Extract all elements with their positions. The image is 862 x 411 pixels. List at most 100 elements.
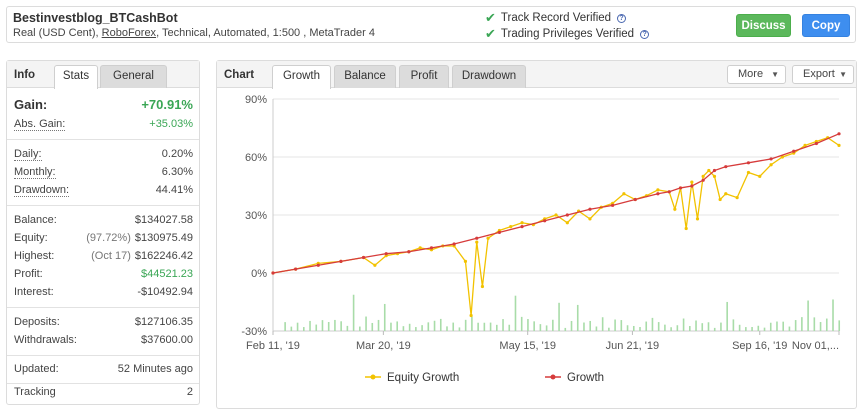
growth-point xyxy=(611,203,615,207)
volume-bar xyxy=(801,317,803,331)
export-dropdown[interactable]: Export ▼ xyxy=(792,65,854,84)
volume-bar xyxy=(782,321,784,331)
chart-title: Chart xyxy=(224,69,255,81)
y-tick-label: 90% xyxy=(245,94,267,106)
drawdown-value: 44.41% xyxy=(155,184,193,196)
equity-growth-point xyxy=(480,284,485,289)
check-icon: ✔ xyxy=(485,10,496,25)
growth-point xyxy=(361,255,366,260)
growth-chart: 90% 60% 30% 0% -30% Feb 11, '19 Mar 20, '19 May… xyxy=(241,94,841,384)
equity-growth-point xyxy=(780,155,785,159)
tab-profit[interactable]: Profit xyxy=(399,65,449,88)
updated-label: Updated: xyxy=(14,363,59,375)
volume-bar xyxy=(558,302,560,331)
tab-drawdown[interactable]: Drawdown xyxy=(452,65,526,88)
info-tab-bar: Info Stats General xyxy=(7,61,199,89)
tab-stats[interactable]: Stats xyxy=(54,65,98,89)
equity-growth-point xyxy=(520,221,524,225)
growth-point xyxy=(429,246,434,250)
tab-growth[interactable]: Growth xyxy=(272,65,331,89)
balance-value: $134027.58 xyxy=(134,214,193,226)
volume-bar xyxy=(583,322,585,331)
equity-row: Equity: (97.72%) $130975.49 xyxy=(14,232,193,248)
volume-bar xyxy=(415,327,417,331)
equity-value-group: (97.72%) $130975.49 xyxy=(86,232,193,244)
volume-bar xyxy=(496,324,498,331)
volume-bar xyxy=(464,319,467,331)
growth-point xyxy=(690,184,694,188)
volume-bar xyxy=(502,319,504,331)
equity-growth-point xyxy=(690,180,694,184)
daily-row: Daily: 0.20% xyxy=(14,148,193,164)
equity-growth-point xyxy=(565,221,569,225)
volume-bar xyxy=(477,322,479,331)
volume-bar xyxy=(794,320,797,331)
volume-bar xyxy=(520,316,523,331)
volume-bar xyxy=(309,320,311,331)
account-title: Bestinvestblog_BTCashBot xyxy=(13,11,178,25)
divider xyxy=(7,307,199,308)
tab-balance[interactable]: Balance xyxy=(334,65,396,88)
growth-point xyxy=(475,236,479,240)
drawdown-row: Drawdown: 44.41% xyxy=(14,184,193,200)
gain-value: +70.91% xyxy=(141,97,193,112)
volume-bar xyxy=(664,324,666,331)
growth-point xyxy=(588,207,592,211)
drawdown-label[interactable]: Drawdown: xyxy=(14,184,70,197)
x-tick-label: Sep 16, '19 xyxy=(732,340,787,352)
volume-bar xyxy=(676,325,679,331)
copy-button[interactable]: Copy xyxy=(802,14,850,37)
volume-bar xyxy=(514,295,517,331)
growth-point xyxy=(497,230,501,234)
volume-bar xyxy=(334,319,336,331)
equity-growth-point xyxy=(656,188,660,192)
interest-value: -$10492.94 xyxy=(137,286,193,298)
chart-tab-bar: Chart Growth Balance Profit Drawdown Mor… xyxy=(217,61,856,89)
volume-bar xyxy=(352,294,355,331)
volume-bar xyxy=(533,321,535,331)
deposits-row: Deposits: $127106.35 xyxy=(14,316,193,332)
equity-value: $130975.49 xyxy=(134,232,193,244)
volume-bar xyxy=(701,323,704,331)
volume-bar xyxy=(408,323,411,331)
export-label: Export xyxy=(803,68,835,80)
abs-gain-row: Abs. Gain: +35.03% xyxy=(14,118,193,134)
volume-bar xyxy=(576,304,579,331)
monthly-label[interactable]: Monthly: xyxy=(14,166,56,179)
growth-line xyxy=(272,133,840,274)
info-title: Info xyxy=(14,69,36,81)
tab-general[interactable]: General xyxy=(100,65,167,88)
volume-bar xyxy=(695,320,697,331)
more-dropdown[interactable]: More ▼ xyxy=(727,65,786,84)
legend-growth-label: Growth xyxy=(567,372,604,384)
growth-point xyxy=(407,250,411,254)
volume-bar xyxy=(439,318,442,331)
daily-label[interactable]: Daily: xyxy=(14,148,42,161)
x-tick-label: Mar 20, '19 xyxy=(356,340,411,352)
volume-bar xyxy=(483,322,486,331)
volume-bar xyxy=(726,301,728,331)
abs-gain-label[interactable]: Abs. Gain: xyxy=(14,118,66,131)
equity-growth-point xyxy=(746,170,751,175)
broker-link[interactable]: RoboForex xyxy=(101,27,157,39)
y-tick-label: 60% xyxy=(245,152,267,164)
volume-bar xyxy=(720,322,722,331)
discuss-button[interactable]: Discuss xyxy=(736,14,791,37)
equity-growth-point xyxy=(622,192,626,196)
volume-bar xyxy=(732,319,735,331)
abs-gain-value: +35.03% xyxy=(149,118,193,130)
equity-percent: (97.72%) xyxy=(86,232,131,244)
volume-bar xyxy=(489,322,492,331)
volume-bar xyxy=(427,322,430,331)
help-icon[interactable]: ? xyxy=(617,13,627,23)
volume-bar xyxy=(707,322,710,331)
withdrawals-label: Withdrawals: xyxy=(14,334,77,346)
volume-bar xyxy=(763,327,766,331)
volume-bar xyxy=(689,326,691,331)
volume-bar xyxy=(670,327,672,331)
volume-bar xyxy=(639,327,641,331)
growth-point xyxy=(814,141,818,146)
equity-growth-point xyxy=(469,313,473,318)
help-icon[interactable]: ? xyxy=(640,29,650,39)
equity-growth-point xyxy=(803,143,807,147)
